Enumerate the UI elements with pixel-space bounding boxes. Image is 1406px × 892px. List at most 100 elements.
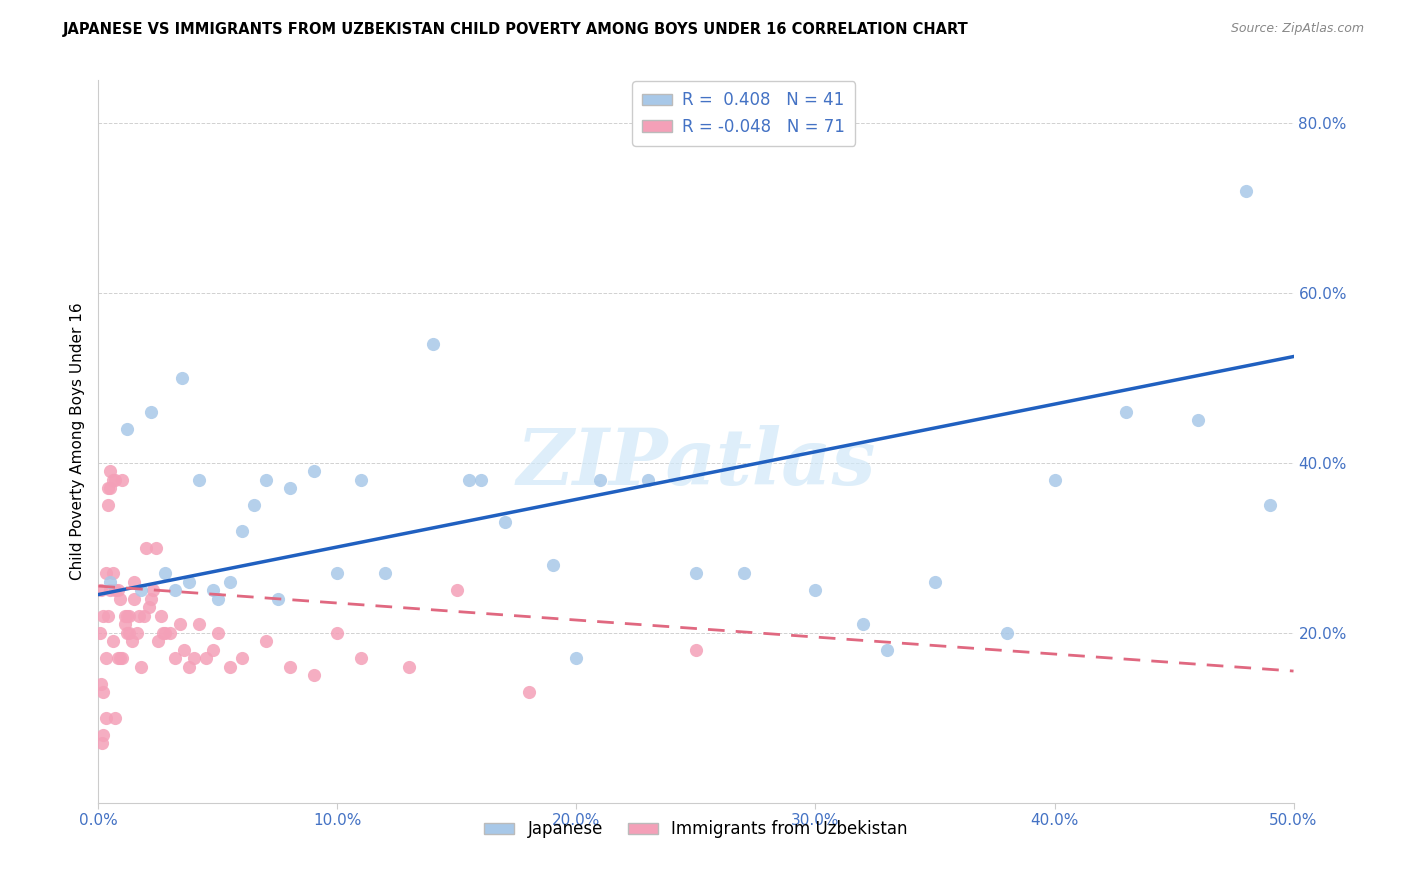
Point	[142, 583, 165, 598]
Point	[470, 473, 492, 487]
Point	[125, 625, 148, 640]
Point	[101, 566, 124, 581]
Point	[219, 660, 242, 674]
Point	[138, 600, 160, 615]
Point	[131, 660, 153, 674]
Point	[169, 617, 191, 632]
Point	[1234, 184, 1257, 198]
Y-axis label: Child Poverty Among Boys Under 16: Child Poverty Among Boys Under 16	[69, 302, 84, 581]
Point	[97, 498, 120, 512]
Point	[132, 608, 155, 623]
Point	[183, 651, 205, 665]
Point	[302, 464, 325, 478]
Point	[101, 473, 124, 487]
Point	[179, 574, 201, 589]
Point	[94, 566, 117, 581]
Point	[114, 608, 136, 623]
Point	[804, 583, 827, 598]
Point	[326, 625, 349, 640]
Point	[98, 574, 122, 589]
Point	[91, 685, 114, 699]
Point	[114, 617, 136, 632]
Point	[115, 422, 138, 436]
Point	[326, 566, 349, 581]
Point	[111, 651, 134, 665]
Point	[202, 583, 225, 598]
Point	[89, 625, 111, 640]
Point	[733, 566, 755, 581]
Point	[91, 728, 114, 742]
Point	[172, 371, 194, 385]
Point	[115, 625, 138, 640]
Point	[202, 642, 225, 657]
Point	[267, 591, 290, 606]
Point	[207, 625, 229, 640]
Point	[104, 711, 127, 725]
Point	[115, 608, 138, 623]
Point	[131, 583, 153, 598]
Text: ZIPatlas: ZIPatlas	[516, 425, 876, 501]
Point	[302, 668, 325, 682]
Point	[149, 608, 172, 623]
Point	[108, 651, 131, 665]
Point	[118, 625, 141, 640]
Point	[111, 473, 134, 487]
Point	[90, 583, 112, 598]
Point	[219, 574, 242, 589]
Point	[108, 591, 131, 606]
Point	[139, 591, 162, 606]
Point	[195, 651, 218, 665]
Point	[350, 473, 373, 487]
Point	[685, 642, 707, 657]
Point	[458, 473, 481, 487]
Point	[589, 473, 612, 487]
Point	[852, 617, 875, 632]
Point	[91, 608, 114, 623]
Point	[1258, 498, 1281, 512]
Point	[124, 591, 146, 606]
Point	[145, 541, 167, 555]
Point	[541, 558, 564, 572]
Point	[163, 651, 186, 665]
Point	[422, 336, 444, 351]
Point	[446, 583, 468, 598]
Point	[207, 591, 229, 606]
Point	[231, 651, 253, 665]
Point	[350, 651, 373, 665]
Point	[231, 524, 253, 538]
Point	[148, 634, 170, 648]
Point	[104, 583, 127, 598]
Point	[995, 625, 1018, 640]
Point	[243, 498, 266, 512]
Point	[155, 566, 177, 581]
Point	[398, 660, 420, 674]
Legend: Japanese, Immigrants from Uzbekistan: Japanese, Immigrants from Uzbekistan	[478, 814, 914, 845]
Point	[494, 516, 516, 530]
Point	[565, 651, 588, 665]
Point	[187, 617, 209, 632]
Point	[278, 660, 301, 674]
Point	[173, 642, 195, 657]
Point	[163, 583, 186, 598]
Text: JAPANESE VS IMMIGRANTS FROM UZBEKISTAN CHILD POVERTY AMONG BOYS UNDER 16 CORRELA: JAPANESE VS IMMIGRANTS FROM UZBEKISTAN C…	[63, 22, 969, 37]
Point	[107, 583, 129, 598]
Point	[155, 625, 177, 640]
Point	[98, 583, 122, 598]
Point	[876, 642, 898, 657]
Point	[107, 651, 129, 665]
Point	[187, 473, 209, 487]
Point	[91, 736, 114, 750]
Point	[1043, 473, 1066, 487]
Point	[98, 481, 122, 495]
Point	[637, 473, 659, 487]
Point	[128, 608, 150, 623]
Point	[1115, 405, 1137, 419]
Point	[124, 574, 146, 589]
Point	[924, 574, 946, 589]
Point	[97, 481, 120, 495]
Point	[94, 711, 117, 725]
Point	[97, 608, 120, 623]
Point	[254, 473, 277, 487]
Point	[104, 473, 127, 487]
Point	[1187, 413, 1209, 427]
